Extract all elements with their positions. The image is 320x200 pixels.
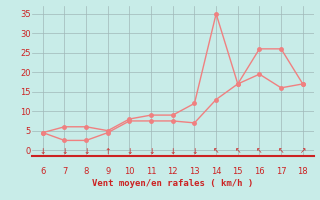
Text: ↗: ↗	[300, 147, 306, 156]
Text: ↓: ↓	[170, 147, 176, 156]
Text: ↖: ↖	[235, 147, 241, 156]
Text: ↖: ↖	[256, 147, 263, 156]
Text: ↓: ↓	[61, 147, 68, 156]
Text: ↓: ↓	[148, 147, 154, 156]
Text: ↓: ↓	[40, 147, 46, 156]
Text: ↖: ↖	[278, 147, 284, 156]
Text: ↖: ↖	[213, 147, 219, 156]
Text: ↓: ↓	[83, 147, 89, 156]
Text: ↓: ↓	[126, 147, 133, 156]
Text: ↓: ↓	[191, 147, 198, 156]
X-axis label: Vent moyen/en rafales ( km/h ): Vent moyen/en rafales ( km/h )	[92, 179, 253, 188]
Text: ↑: ↑	[105, 147, 111, 156]
